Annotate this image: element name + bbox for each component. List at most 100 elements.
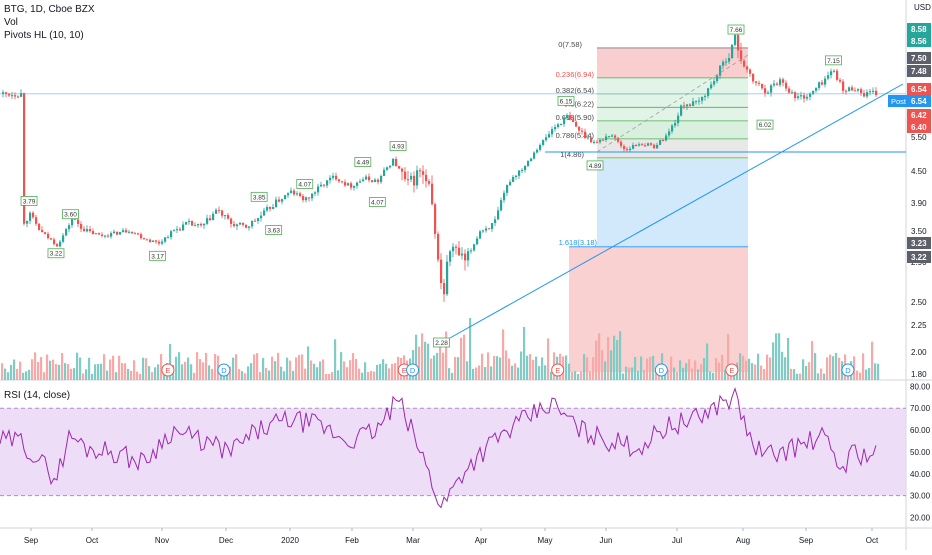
event-text: E xyxy=(555,366,560,375)
volume-bar xyxy=(130,370,133,380)
volume-bar xyxy=(388,368,391,380)
volume-bar xyxy=(10,364,13,380)
candle-body xyxy=(410,175,413,180)
volume-bar xyxy=(505,350,508,380)
pivot-box xyxy=(586,160,604,171)
candle-body xyxy=(212,213,215,221)
candle-body xyxy=(587,137,590,139)
volume-bar xyxy=(319,361,322,380)
volume-bar xyxy=(385,363,388,380)
candle-body xyxy=(332,175,335,178)
candle-body xyxy=(866,92,869,97)
candle-body xyxy=(116,231,119,235)
pivot-label-6: 4.07 xyxy=(296,179,314,189)
volume-bar xyxy=(349,360,352,380)
pivot-text: 7.66 xyxy=(730,27,743,34)
volume-bar xyxy=(322,359,325,380)
candle-body xyxy=(515,175,518,178)
candle-body xyxy=(845,90,848,92)
volume-bar xyxy=(184,361,187,380)
candle-body xyxy=(320,184,323,187)
rsi-tick-3: 50.00 xyxy=(910,448,931,457)
volume-bar xyxy=(697,369,700,380)
candle-body xyxy=(275,199,278,208)
candle-body xyxy=(521,169,524,171)
volume-bar xyxy=(145,358,148,380)
badge-text: 7.48 xyxy=(911,67,927,76)
rsi-tick-4: 40.00 xyxy=(910,470,931,479)
candle-body xyxy=(677,115,680,124)
volume-bar xyxy=(70,368,73,380)
candle-body xyxy=(422,171,425,175)
candle-body xyxy=(206,218,209,224)
volume-bar xyxy=(691,368,694,380)
candle-body xyxy=(89,229,92,232)
badge-bg xyxy=(907,65,931,77)
price-tick-10: 2.00 xyxy=(911,348,927,357)
candle-body xyxy=(644,145,647,147)
candle-body xyxy=(74,218,77,220)
fib-label-6: 1(4.86) xyxy=(560,150,584,159)
volume-bar xyxy=(499,357,502,380)
candle-body xyxy=(578,126,581,131)
fib-zone-5 xyxy=(597,138,748,158)
volume-bar xyxy=(124,363,127,380)
volume-bar xyxy=(595,340,598,380)
price-tick-3: 5.50 xyxy=(911,133,927,142)
candle-body xyxy=(230,218,233,224)
volume-bar xyxy=(538,366,541,380)
volume-bar xyxy=(718,362,721,380)
candle-body xyxy=(680,105,683,116)
price-badge-6: 6.40 xyxy=(907,121,931,133)
candle-body xyxy=(215,209,218,214)
volume-bar xyxy=(811,340,814,380)
event-circle xyxy=(654,363,668,377)
candle-body xyxy=(821,82,824,85)
volume-bar xyxy=(700,364,703,380)
candle-body xyxy=(473,244,476,251)
candle-body xyxy=(62,235,65,242)
volume-bar xyxy=(7,372,10,380)
candle-body xyxy=(146,239,149,241)
volume-bar xyxy=(634,357,637,380)
volume-bar xyxy=(157,364,160,380)
candle-body xyxy=(239,222,242,225)
candle-body xyxy=(788,88,791,93)
candle-body xyxy=(716,75,719,82)
candle-body xyxy=(815,87,818,91)
candle-body xyxy=(605,136,608,140)
candle-body xyxy=(56,244,59,247)
volume-bar xyxy=(430,358,433,380)
candle-body xyxy=(623,146,626,150)
candle-body xyxy=(143,238,146,240)
volume-bar xyxy=(211,368,214,380)
badge-text: 6.54 xyxy=(911,85,927,94)
badge-text: 6.42 xyxy=(911,111,927,120)
volume-bar xyxy=(154,367,157,380)
volume-bar xyxy=(682,367,685,380)
volume-bar xyxy=(826,357,829,380)
pivot-box xyxy=(265,225,283,235)
volume-bar xyxy=(739,353,742,380)
volume-bar xyxy=(742,355,745,380)
pivot-box xyxy=(20,196,38,206)
volume-bar xyxy=(355,359,358,380)
pivot-text: 6.15 xyxy=(560,98,573,105)
candle-body xyxy=(71,218,74,226)
candle-body xyxy=(404,171,407,180)
volume-bar xyxy=(133,360,136,380)
event-circle xyxy=(161,363,175,377)
candle-body xyxy=(194,225,197,227)
badge-bg xyxy=(907,121,931,133)
candle-body xyxy=(656,144,659,149)
volume-bar xyxy=(28,369,31,380)
volume-bar xyxy=(520,351,523,380)
volume-bar xyxy=(61,352,64,380)
candle-body xyxy=(530,158,533,162)
volume-bar xyxy=(460,337,463,380)
candle-body xyxy=(668,131,671,136)
candle-body xyxy=(560,124,563,126)
event-marker-0: E xyxy=(161,363,175,377)
volume-bar xyxy=(577,373,580,380)
